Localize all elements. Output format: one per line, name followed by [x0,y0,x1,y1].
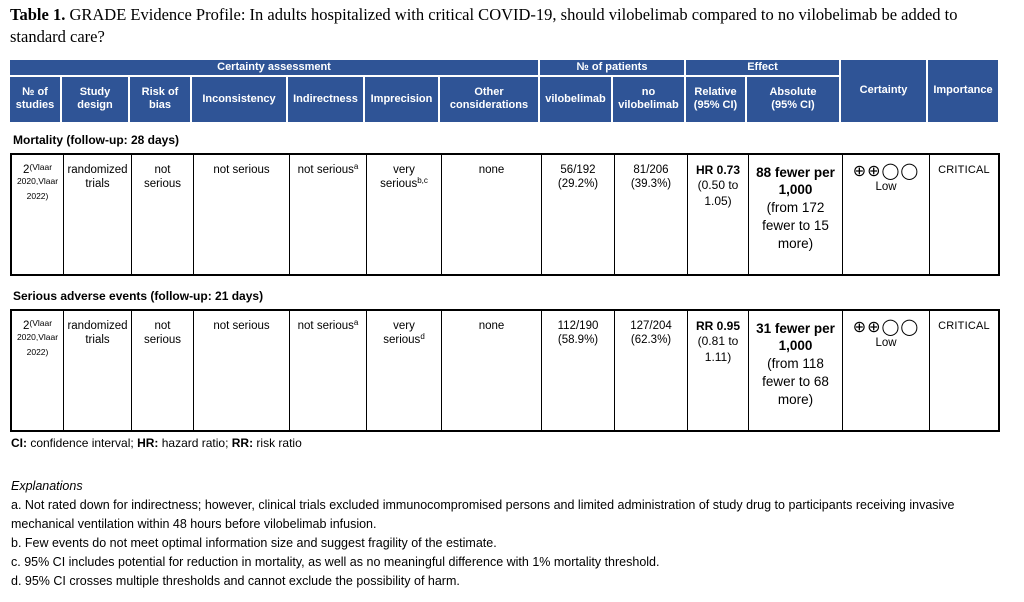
explanation-item-a: a. Not rated down for indirectness; howe… [11,497,955,531]
header-cell-importance: Importance [928,59,1000,124]
header-cell-indirectness: Indirectness [288,76,365,124]
header-cell-imprecision: Imprecision [365,76,440,124]
certainty-level-label: Low [875,337,897,350]
abbr-ci: CI: [11,435,27,450]
evidence-table-header: Certainty assessment № of patients Effec… [10,59,1000,124]
header-cell-absolute-95ci: Absolute (95% CI) [747,76,841,124]
studies-reference-superscript: (Vlaar 2020,Vlaar 2022) [16,161,59,202]
footnote-marker-a: a [353,317,359,327]
cell-other-considerations: none [442,154,542,274]
cell-absolute-effect: 88 fewer per 1,000 (from 172 fewer to 15 … [749,154,843,274]
table-row-serious-adverse-events: 2(Vlaar 2020,Vlaar 2022) randomized tria… [10,308,1000,432]
cell-other-considerations: none [442,310,542,430]
cell-absolute-effect: 31 fewer per 1,000 (from 118 fewer to 68 … [749,310,843,430]
studies-reference-superscript: (Vlaar 2020,Vlaar 2022) [16,317,59,358]
header-group-effect: Effect [686,59,841,77]
cell-imprecision: very seriousb,c [367,154,442,274]
explanations-block: Explanations a. Not rated down for indir… [11,477,1011,591]
header-cell-study-design: Study design [62,76,130,124]
section-title-serious-adverse-events: Serious adverse events (follow-up: 21 da… [13,288,264,303]
table-caption-label: Table 1. [10,5,66,24]
explanation-item-c: c. 95% CI includes potential for reducti… [11,554,660,569]
grade-circles-icon: ⊕⊕◯◯ [852,316,920,336]
cell-indirectness: not seriousa [290,154,367,274]
cell-no-vilobelimab-events: 127/204 (62.3%) [615,310,688,430]
table-caption-text: GRADE Evidence Profile: In adults hospit… [10,5,958,46]
cell-no-of-studies: 2(Vlaar 2020,Vlaar 2022) [12,310,64,430]
header-cell-no-of-studies: № of studies [10,76,62,124]
header-cell-inconsistency: Inconsistency [192,76,288,124]
table-caption: Table 1. GRADE Evidence Profile: In adul… [10,4,1010,48]
explanations-heading: Explanations [11,478,83,493]
grade-certainty-badge: ⊕⊕◯◯ Low [852,160,920,196]
cell-risk-of-bias: not serious [132,310,194,430]
header-cell-vilobelimab: vilobelimab [540,76,613,124]
abbreviation-note: CI: confidence interval; HR: hazard rati… [11,435,302,450]
table-row-mortality: 2(Vlaar 2020,Vlaar 2022) randomized tria… [10,152,1000,276]
cell-no-of-studies: 2(Vlaar 2020,Vlaar 2022) [12,154,64,274]
section-title-mortality: Mortality (follow-up: 28 days) [13,132,180,147]
footnote-marker-a: a [353,161,359,171]
cell-relative-effect: RR 0.95 (0.81 to 1.11) [688,310,749,430]
cell-vilobelimab-events: 56/192 (29.2%) [542,154,615,274]
header-group-certainty-assessment: Certainty assessment [10,59,540,77]
footnote-marker-d: d [420,332,425,342]
cell-study-design: randomized trials [64,154,132,274]
certainty-level-label: Low [875,181,897,194]
header-group-no-of-patients: № of patients [540,59,686,77]
cell-inconsistency: not serious [194,154,290,274]
cell-no-vilobelimab-events: 81/206 (39.3%) [615,154,688,274]
header-cell-risk-of-bias: Risk of bias [130,76,192,124]
header-cell-other-considerations: Other considerations [440,76,540,124]
cell-indirectness: not seriousa [290,310,367,430]
cell-certainty-rating: ⊕⊕◯◯ Low [843,310,930,430]
cell-relative-effect: HR 0.73 (0.50 to 1.05) [688,154,749,274]
cell-inconsistency: not serious [194,310,290,430]
cell-importance: CRITICAL [938,319,990,332]
abbr-hr: HR: [137,435,159,450]
cell-certainty-rating: ⊕⊕◯◯ Low [843,154,930,274]
header-cell-relative-95ci: Relative (95% CI) [686,76,747,124]
cell-study-design: randomized trials [64,310,132,430]
abbr-rr: RR: [231,435,254,450]
cell-importance: CRITICAL [938,163,990,176]
explanation-item-d: d. 95% CI crosses multiple thresholds an… [11,573,460,588]
header-cell-no-vilobelimab: no vilobelimab [613,76,686,124]
cell-risk-of-bias: not serious [132,154,194,274]
explanation-item-b: b. Few events do not meet optimal inform… [11,535,497,550]
cell-imprecision: very seriousd [367,310,442,430]
grade-circles-icon: ⊕⊕◯◯ [852,160,920,180]
grade-certainty-badge: ⊕⊕◯◯ Low [852,316,920,352]
cell-vilobelimab-events: 112/190 (58.9%) [542,310,615,430]
header-cell-certainty: Certainty [841,59,928,124]
footnote-marker-bc: b,c [417,176,428,186]
